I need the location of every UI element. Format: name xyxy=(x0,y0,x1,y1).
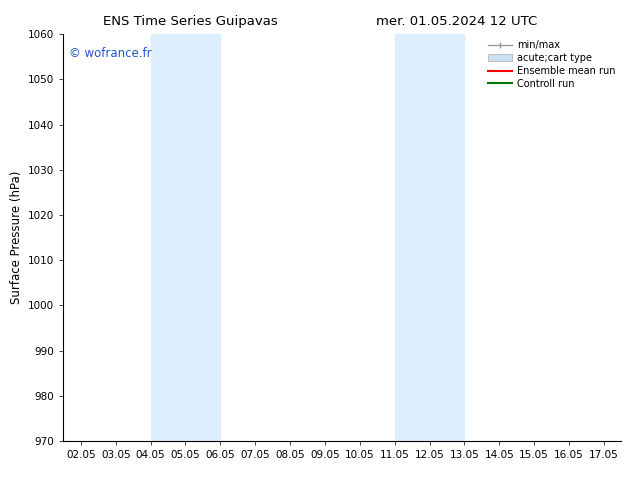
Bar xyxy=(150,34,221,441)
Text: ENS Time Series Guipavas: ENS Time Series Guipavas xyxy=(103,15,278,28)
Y-axis label: Surface Pressure (hPa): Surface Pressure (hPa) xyxy=(10,171,23,304)
Bar xyxy=(394,34,464,441)
Text: mer. 01.05.2024 12 UTC: mer. 01.05.2024 12 UTC xyxy=(376,15,537,28)
Legend: min/max, acute;cart type, Ensemble mean run, Controll run: min/max, acute;cart type, Ensemble mean … xyxy=(484,36,619,93)
Text: © wofrance.fr: © wofrance.fr xyxy=(69,47,152,59)
